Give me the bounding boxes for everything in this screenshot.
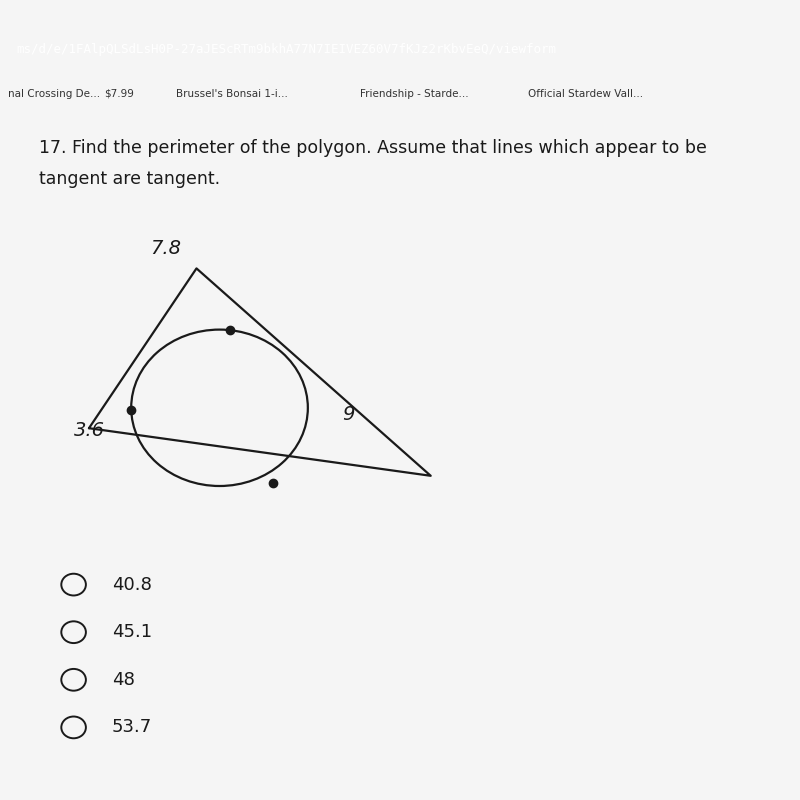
Text: 9: 9 xyxy=(342,405,354,424)
Text: 7.8: 7.8 xyxy=(150,239,182,258)
Text: 45.1: 45.1 xyxy=(112,623,152,642)
Text: 48: 48 xyxy=(112,670,135,689)
Text: 53.7: 53.7 xyxy=(112,718,152,736)
Text: nal Crossing De...: nal Crossing De... xyxy=(8,89,100,99)
Text: 40.8: 40.8 xyxy=(112,576,152,594)
Text: 3.6: 3.6 xyxy=(74,422,105,440)
Text: 17. Find the perimeter of the polygon. Assume that lines which appear to be: 17. Find the perimeter of the polygon. A… xyxy=(39,139,707,157)
Text: Brussel's Bonsai 1-i...: Brussel's Bonsai 1-i... xyxy=(176,89,288,99)
Text: tangent are tangent.: tangent are tangent. xyxy=(39,170,220,188)
Text: ms/d/e/1FAlpQLSdLsH0P-27aJEScRTm9bkhA77N7IEIVEZ60V7fKJz2rKbvEeQ/viewform: ms/d/e/1FAlpQLSdLsH0P-27aJEScRTm9bkhA77N… xyxy=(16,43,556,56)
Text: $7.99: $7.99 xyxy=(104,89,134,99)
Text: Official Stardew Vall...: Official Stardew Vall... xyxy=(528,89,643,99)
Text: Friendship - Starde...: Friendship - Starde... xyxy=(360,89,469,99)
